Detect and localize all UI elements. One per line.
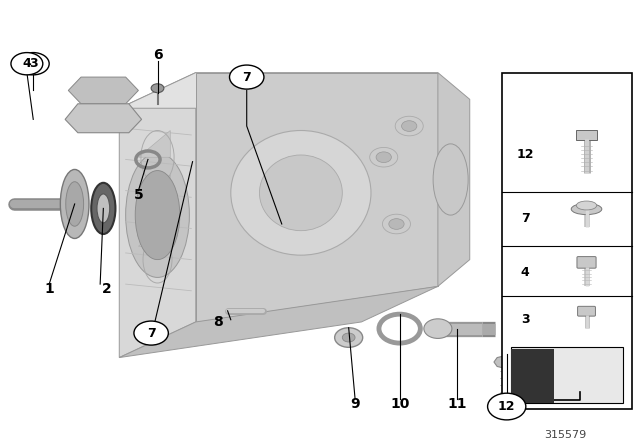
Polygon shape (119, 286, 438, 358)
Text: 10: 10 (390, 397, 410, 411)
FancyBboxPatch shape (577, 257, 596, 268)
FancyBboxPatch shape (577, 130, 596, 140)
Text: 4: 4 (521, 266, 529, 279)
Text: 3: 3 (29, 57, 38, 70)
Polygon shape (196, 73, 438, 322)
Circle shape (335, 328, 363, 347)
Polygon shape (438, 73, 470, 286)
Circle shape (401, 121, 417, 131)
Polygon shape (119, 73, 196, 358)
Circle shape (370, 147, 397, 167)
Ellipse shape (60, 169, 89, 238)
Text: 11: 11 (447, 397, 467, 411)
Ellipse shape (66, 182, 84, 226)
Text: 8: 8 (213, 315, 223, 329)
Circle shape (383, 214, 410, 234)
Text: 5: 5 (134, 188, 143, 202)
Ellipse shape (231, 130, 371, 255)
Polygon shape (138, 220, 170, 246)
Ellipse shape (125, 153, 189, 277)
Ellipse shape (135, 171, 180, 260)
FancyBboxPatch shape (511, 347, 623, 404)
Text: 7: 7 (147, 327, 156, 340)
Circle shape (11, 52, 43, 75)
Ellipse shape (259, 155, 342, 231)
Circle shape (342, 333, 355, 342)
Ellipse shape (92, 183, 115, 234)
Circle shape (395, 116, 423, 136)
Polygon shape (119, 73, 438, 108)
Ellipse shape (97, 194, 109, 223)
Text: 7: 7 (521, 212, 529, 225)
FancyBboxPatch shape (502, 73, 632, 409)
Text: 7: 7 (243, 71, 251, 84)
Polygon shape (65, 104, 141, 133)
Text: 2: 2 (102, 281, 111, 296)
Text: 1: 1 (44, 281, 54, 296)
Circle shape (151, 84, 164, 93)
FancyBboxPatch shape (577, 306, 595, 316)
Circle shape (424, 319, 452, 338)
Text: 12: 12 (516, 148, 534, 161)
Circle shape (134, 321, 168, 345)
Text: 3: 3 (521, 313, 529, 326)
Ellipse shape (433, 144, 468, 215)
Polygon shape (138, 175, 170, 202)
Text: 4: 4 (22, 57, 31, 70)
Polygon shape (494, 355, 520, 369)
Circle shape (230, 65, 264, 89)
Text: 6: 6 (153, 48, 163, 62)
Ellipse shape (577, 201, 596, 210)
Text: 315579: 315579 (544, 431, 586, 440)
Ellipse shape (572, 203, 602, 215)
Polygon shape (68, 77, 138, 104)
Polygon shape (138, 130, 170, 157)
Circle shape (389, 219, 404, 229)
Text: 12: 12 (498, 400, 515, 413)
Text: 9: 9 (350, 397, 360, 411)
FancyBboxPatch shape (511, 349, 554, 404)
Circle shape (17, 52, 49, 75)
Circle shape (488, 393, 526, 420)
Circle shape (376, 152, 392, 163)
